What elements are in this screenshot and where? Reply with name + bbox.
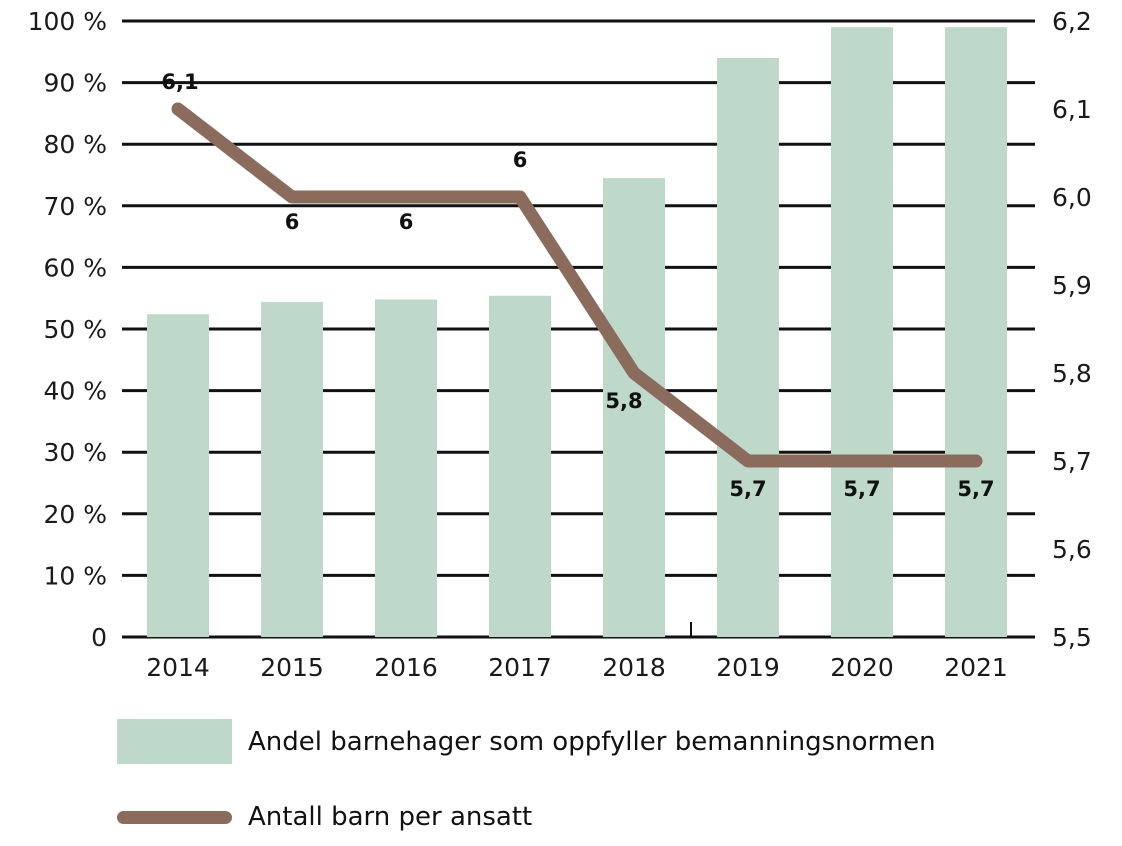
- x-axis-tick-label: 2015: [260, 653, 324, 682]
- combo-chart: 0 10 % 20 % 30 % 40 % 50 % 60 % 70 % 80 % 90 % 100…: [28, 7, 1092, 682]
- right-axis-tick-label: 6,2: [1052, 7, 1092, 36]
- left-axis-tick-label: 50 %: [43, 315, 107, 344]
- bar: [717, 57, 779, 637]
- right-axis-tick-label: 5,6: [1052, 535, 1092, 564]
- bar: [603, 178, 665, 637]
- legend-label-bars: Andel barnehager som oppfyller bemanning…: [248, 726, 936, 757]
- left-axis-tick-label: 100 %: [28, 7, 107, 36]
- bar: [261, 301, 323, 637]
- line-data-label: 5,8: [605, 389, 642, 413]
- legend-label-line: Antall barn per ansatt: [248, 802, 533, 832]
- right-axis-tick-label: 5,7: [1052, 447, 1092, 476]
- line-data-label: 5,7: [957, 477, 994, 501]
- right-axis-tick-label: 6,1: [1052, 95, 1092, 124]
- line-data-label: 6: [285, 210, 300, 234]
- x-axis-tick-label: 2019: [716, 653, 780, 682]
- left-axis-tick-label: 20 %: [43, 500, 107, 529]
- x-axis-tick-label: 2021: [944, 653, 1008, 682]
- left-axis-tick-label: 70 %: [43, 192, 107, 221]
- right-axis-tick-label: 5,8: [1052, 359, 1092, 388]
- left-axis-tick-label: 30 %: [43, 438, 107, 467]
- line-series: [171, 102, 983, 468]
- right-axis-tick-label: 6,0: [1052, 183, 1092, 212]
- x-axis-tick-label: 2017: [488, 653, 552, 682]
- legend-item-bars: Andel barnehager som oppfyller bemanning…: [117, 719, 936, 764]
- left-axis-tick-label: 60 %: [43, 253, 107, 282]
- right-axis-tick-label: 5,5: [1052, 623, 1092, 652]
- left-axis-tick-label: 40 %: [43, 377, 107, 406]
- line-data-label: 6: [399, 210, 414, 234]
- x-axis-tick-label: 2016: [374, 653, 438, 682]
- left-axis-tick-label: 0: [91, 623, 107, 652]
- bar: [831, 27, 893, 638]
- line-data-label: 5,7: [729, 477, 766, 501]
- x-axis-tick-label: 2018: [602, 653, 666, 682]
- bar: [489, 295, 551, 637]
- left-axis-tick-label: 90 %: [43, 69, 107, 98]
- line-data-label: 5,7: [843, 477, 880, 501]
- bar: [945, 27, 1007, 638]
- left-axis-tick-label: 10 %: [43, 561, 107, 590]
- legend-swatch-line: [117, 810, 232, 824]
- line-data-label: 6,1: [161, 70, 198, 94]
- x-axis-tick-label: 2020: [830, 653, 894, 682]
- right-axis-tick-label: 5,9: [1052, 271, 1092, 300]
- legend-item-line: Antall barn per ansatt: [117, 802, 532, 832]
- line-data-label: 6: [513, 148, 528, 172]
- legend-swatch-bars: [117, 719, 232, 764]
- left-axis-tick-label: 80 %: [43, 130, 107, 159]
- x-axis-tick-label: 2014: [146, 653, 210, 682]
- bar: [147, 314, 209, 637]
- bar: [375, 299, 437, 637]
